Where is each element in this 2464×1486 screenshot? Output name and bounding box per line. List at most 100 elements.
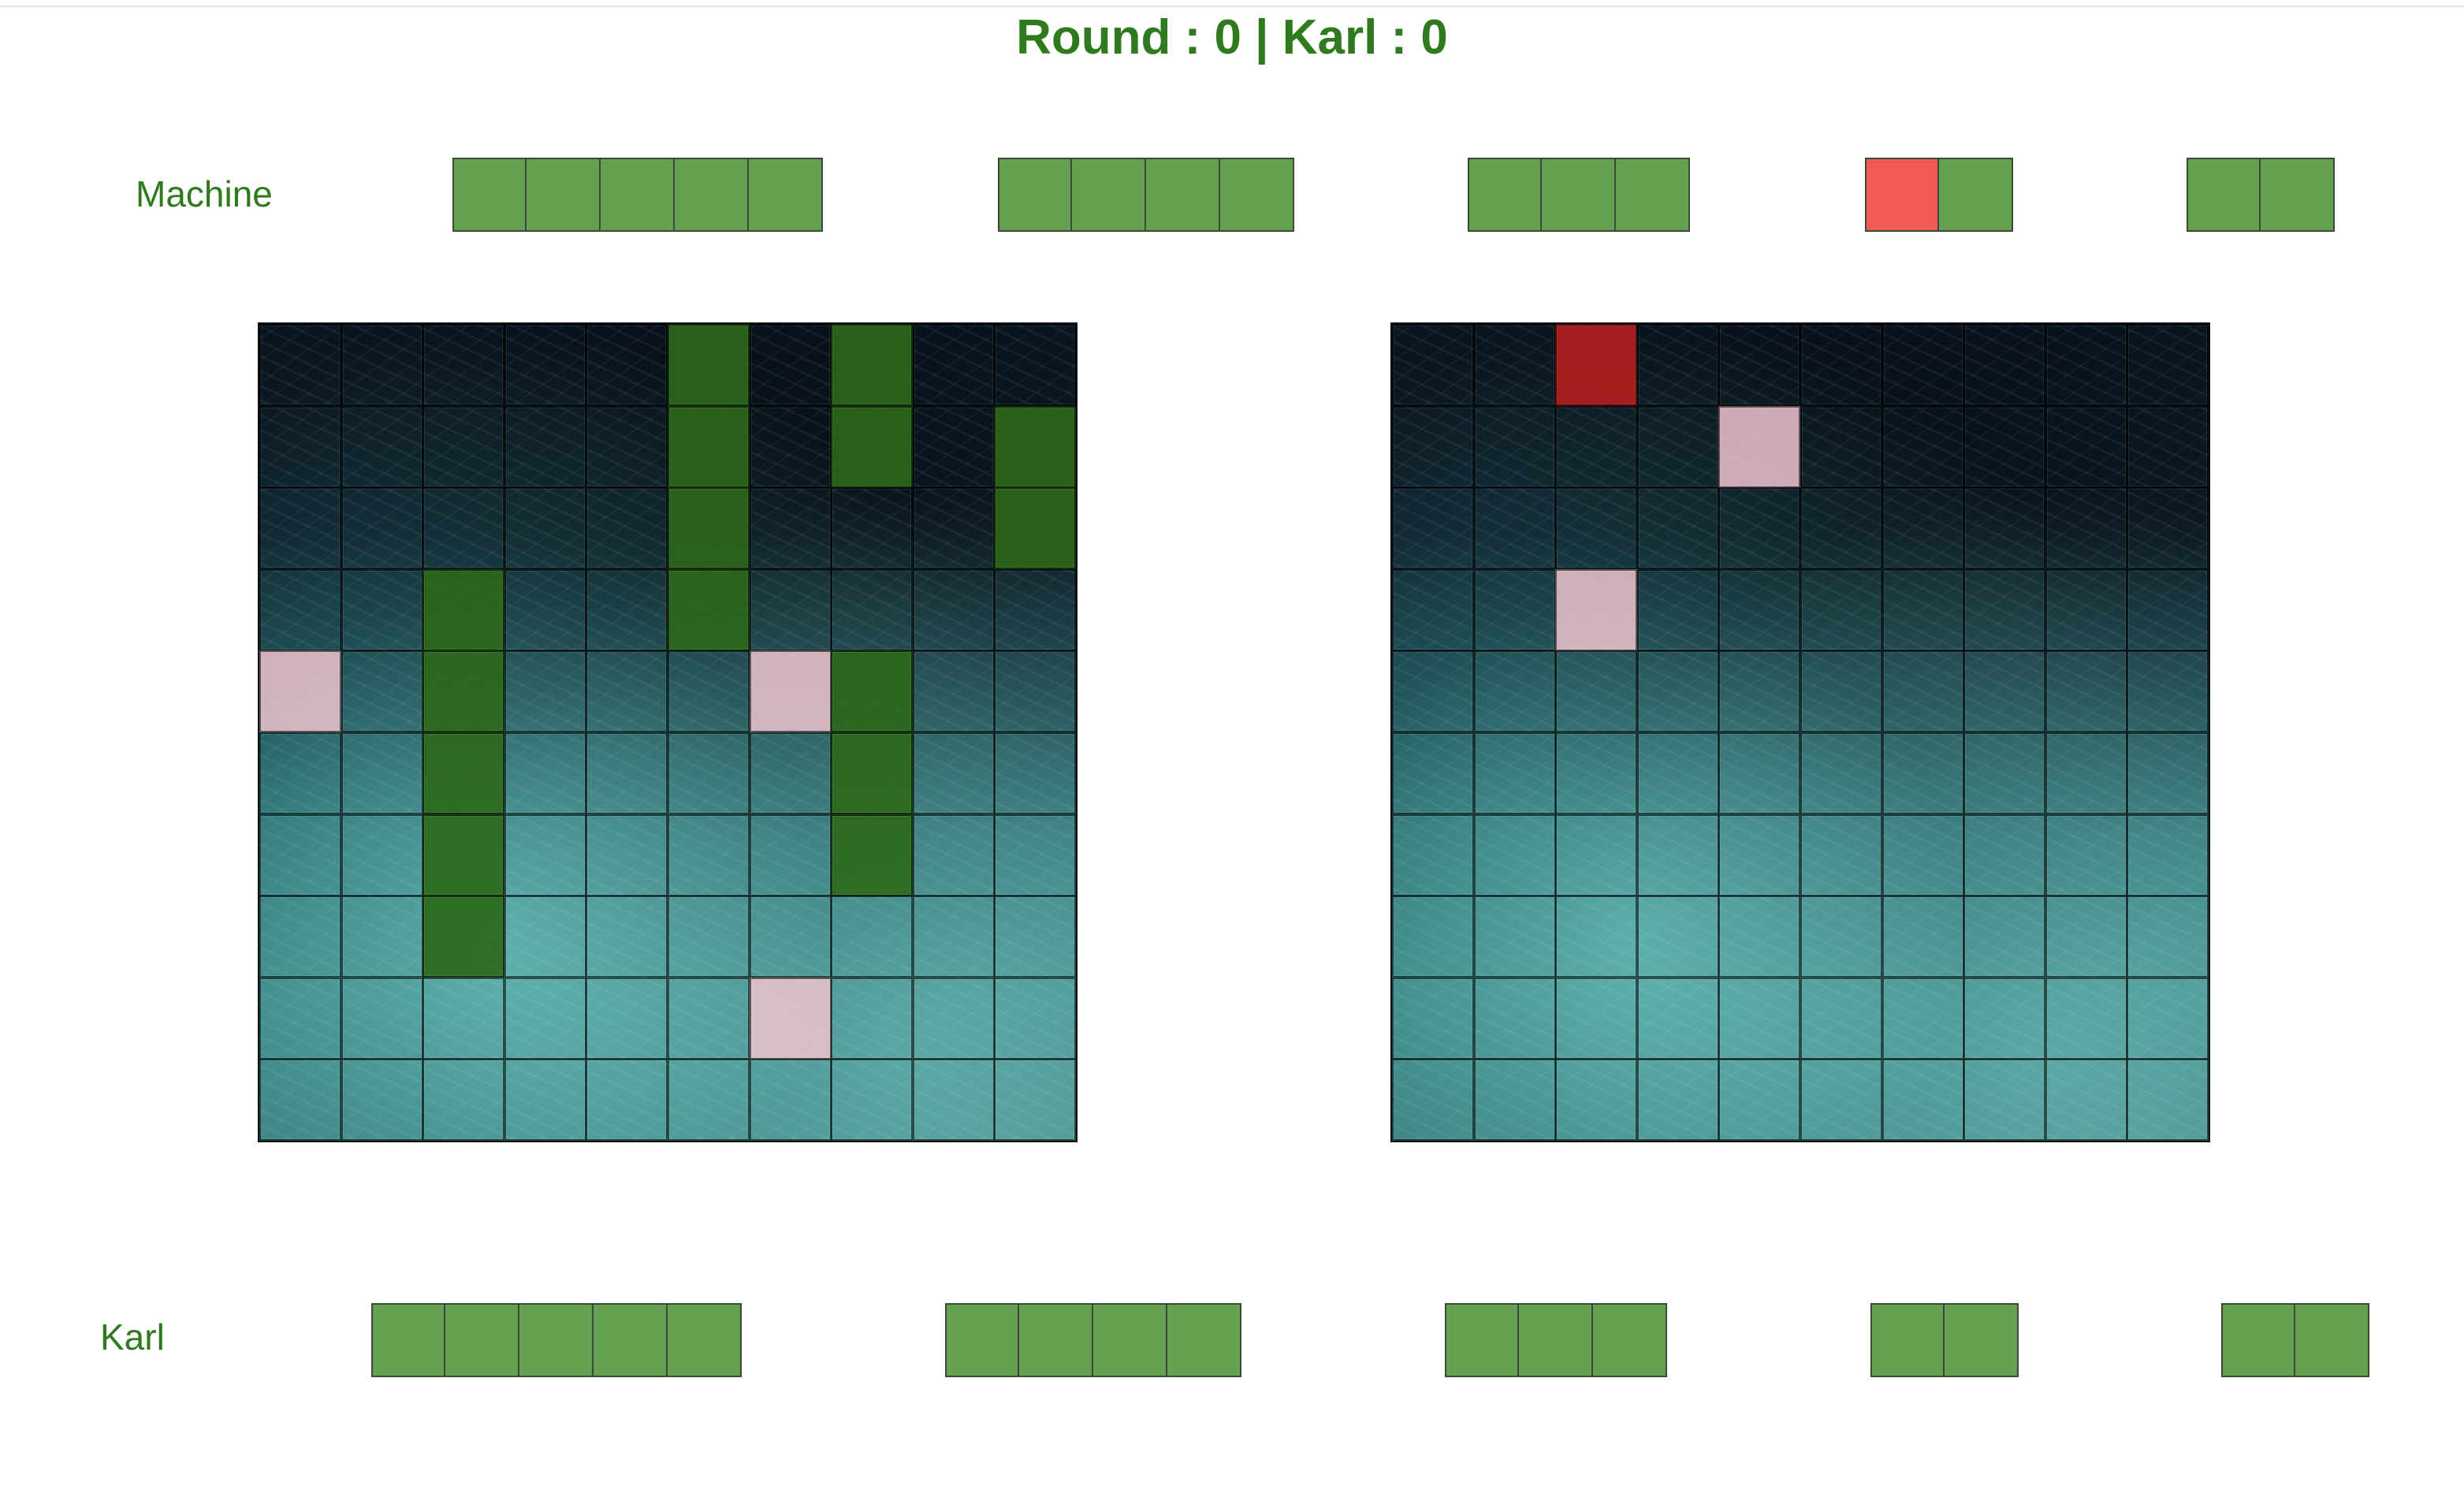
grid-cell[interactable]	[1800, 406, 1882, 488]
grid-cell[interactable]	[1637, 487, 1719, 569]
grid-cell[interactable]	[1963, 732, 2045, 814]
grid-cell[interactable]	[2127, 569, 2209, 651]
grid-cell[interactable]	[1718, 978, 1800, 1060]
grid-cell[interactable]	[1392, 814, 1474, 896]
grid-cell[interactable]	[1555, 650, 1637, 732]
grid-cell[interactable]	[2045, 650, 2127, 732]
grid-cell[interactable]	[1555, 1059, 1637, 1141]
grid-cell[interactable]	[1392, 487, 1474, 569]
grid-cell[interactable]	[1637, 324, 1719, 406]
grid-cell[interactable]	[1963, 1059, 2045, 1141]
grid-cell[interactable]	[1474, 978, 1556, 1060]
grid-cell[interactable]	[1392, 896, 1474, 978]
grid-cell[interactable]	[1718, 569, 1800, 651]
grid-cell[interactable]	[1800, 814, 1882, 896]
grid-cell[interactable]	[2045, 896, 2127, 978]
grid-cell[interactable]	[1637, 406, 1719, 488]
grid-cell[interactable]	[1882, 650, 1964, 732]
grid-cell[interactable]	[2127, 650, 2209, 732]
grid-cell[interactable]	[1800, 569, 1882, 651]
grid-cell[interactable]	[1963, 324, 2045, 406]
grid-cell[interactable]	[2045, 406, 2127, 488]
grid-cell[interactable]	[1474, 650, 1556, 732]
grid-cell[interactable]	[1963, 978, 2045, 1060]
grid-cell[interactable]	[1555, 814, 1637, 896]
grid-cell[interactable]	[1637, 978, 1719, 1060]
grid-cell[interactable]	[1474, 487, 1556, 569]
grid-cell[interactable]	[1800, 487, 1882, 569]
grid-cell[interactable]	[1637, 896, 1719, 978]
grid-cell[interactable]	[1474, 814, 1556, 896]
grid-cell[interactable]	[1637, 569, 1719, 651]
grid-cell[interactable]	[1800, 650, 1882, 732]
grid-cell[interactable]	[2045, 1059, 2127, 1141]
grid-cell[interactable]	[1555, 978, 1637, 1060]
grid-cell[interactable]	[1882, 406, 1964, 488]
grid-cell[interactable]	[1392, 324, 1474, 406]
grid-cell[interactable]	[1882, 324, 1964, 406]
grid-cell[interactable]	[1555, 487, 1637, 569]
grid-cell[interactable]	[1392, 978, 1474, 1060]
grid-cell[interactable]	[1474, 732, 1556, 814]
grid-cell[interactable]	[1392, 569, 1474, 651]
grid-cell[interactable]	[1392, 1059, 1474, 1141]
grid-cell[interactable]	[1882, 814, 1964, 896]
grid-cell[interactable]	[1963, 814, 2045, 896]
grid-cell[interactable]	[1637, 814, 1719, 896]
grid-cell[interactable]	[1718, 650, 1800, 732]
grid-cell[interactable]	[1882, 732, 1964, 814]
grid-cell[interactable]	[1718, 1059, 1800, 1141]
grid-cell[interactable]	[1963, 896, 2045, 978]
miss-cell[interactable]	[1718, 406, 1800, 488]
grid-cell[interactable]	[1800, 1059, 1882, 1141]
grid-cell[interactable]	[1718, 814, 1800, 896]
grid-cell[interactable]	[1963, 487, 2045, 569]
grid-cell[interactable]	[1718, 896, 1800, 978]
grid-cell[interactable]	[2045, 814, 2127, 896]
grid-cell[interactable]	[2127, 1059, 2209, 1141]
grid-cell[interactable]	[1392, 732, 1474, 814]
grid-cell[interactable]	[1392, 650, 1474, 732]
grid-cell[interactable]	[1882, 1059, 1964, 1141]
grid-cell[interactable]	[2127, 732, 2209, 814]
grid-cell[interactable]	[1963, 650, 2045, 732]
grid-cell[interactable]	[1555, 732, 1637, 814]
grid-cell[interactable]	[1718, 324, 1800, 406]
grid-cell[interactable]	[2127, 814, 2209, 896]
grid-cell[interactable]	[1800, 978, 1882, 1060]
grid-cell[interactable]	[1800, 732, 1882, 814]
grid-cell[interactable]	[2127, 406, 2209, 488]
grid-cell[interactable]	[1637, 650, 1719, 732]
grid-cell[interactable]	[2045, 569, 2127, 651]
grid-cell[interactable]	[1718, 732, 1800, 814]
grid-cell[interactable]	[1882, 978, 1964, 1060]
grid-cell[interactable]	[1963, 406, 2045, 488]
grid-cell[interactable]	[1718, 487, 1800, 569]
grid-cell[interactable]	[1474, 324, 1556, 406]
grid-cell[interactable]	[2127, 978, 2209, 1060]
grid-cell[interactable]	[1474, 896, 1556, 978]
grid-cell[interactable]	[1474, 1059, 1556, 1141]
grid-cell[interactable]	[1474, 569, 1556, 651]
grid-cell[interactable]	[1555, 406, 1637, 488]
grid-cell[interactable]	[1637, 732, 1719, 814]
grid-cell[interactable]	[2127, 324, 2209, 406]
grid-cell[interactable]	[2045, 487, 2127, 569]
grid-cell[interactable]	[1963, 569, 2045, 651]
grid-cell[interactable]	[2127, 487, 2209, 569]
grid-cell[interactable]	[1882, 487, 1964, 569]
grid-cell[interactable]	[1882, 896, 1964, 978]
grid-cell[interactable]	[1800, 324, 1882, 406]
grid-cell[interactable]	[1555, 896, 1637, 978]
miss-cell[interactable]	[1555, 569, 1637, 651]
grid-cell[interactable]	[1474, 406, 1556, 488]
grid-cell[interactable]	[2045, 978, 2127, 1060]
target-board[interactable]	[1390, 322, 2210, 1142]
grid-cell[interactable]	[1392, 406, 1474, 488]
hit-cell[interactable]	[1555, 324, 1637, 406]
grid-cell[interactable]	[1800, 896, 1882, 978]
grid-cell[interactable]	[1882, 569, 1964, 651]
grid-cell[interactable]	[2045, 324, 2127, 406]
grid-cell[interactable]	[2045, 732, 2127, 814]
grid-cell[interactable]	[1637, 1059, 1719, 1141]
